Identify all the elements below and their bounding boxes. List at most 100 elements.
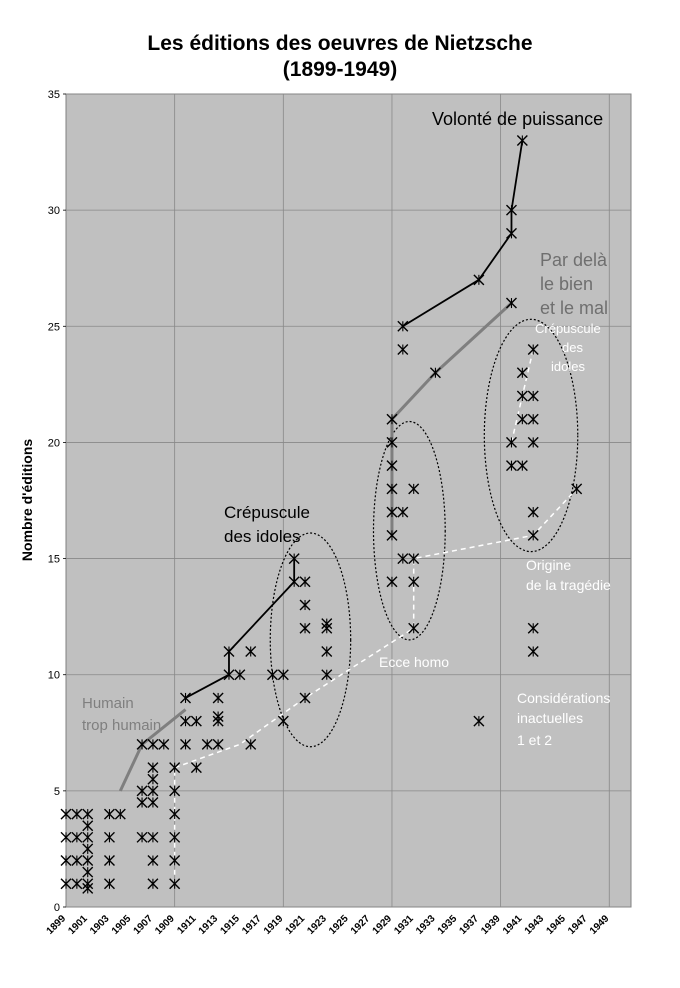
y-tick-label: 0 — [54, 902, 60, 914]
data-point — [169, 785, 181, 797]
data-point — [82, 855, 94, 867]
data-point — [299, 692, 311, 704]
data-point — [516, 134, 528, 146]
data-point — [429, 367, 441, 379]
data-point — [82, 843, 94, 855]
data-point — [82, 866, 94, 878]
label-crep-right-3: idoles — [551, 359, 585, 374]
data-point — [180, 715, 192, 727]
y-tick-label: 35 — [48, 89, 60, 101]
x-tick-label: 1943 — [523, 913, 547, 937]
annotations: Volonté de puissance Par delà le bien et… — [82, 109, 611, 748]
data-point — [169, 878, 181, 890]
data-point — [386, 483, 398, 495]
data-point — [147, 738, 159, 750]
label-crep-right-1: Crépuscule — [535, 321, 601, 336]
data-point — [386, 576, 398, 588]
data-point — [408, 576, 420, 588]
x-tick-label: 1903 — [88, 913, 112, 937]
data-point — [473, 715, 485, 727]
label-humain-1: Humain — [82, 695, 134, 712]
data-point — [212, 715, 224, 727]
data-point — [82, 808, 94, 820]
y-tick-label: 15 — [48, 554, 60, 566]
data-point — [527, 506, 539, 518]
data-point — [180, 692, 192, 704]
data-point — [527, 529, 539, 541]
data-point — [103, 878, 115, 890]
data-point — [147, 855, 159, 867]
plot-area — [65, 93, 632, 908]
data-point — [147, 796, 159, 808]
data-point — [516, 367, 528, 379]
data-point — [397, 506, 409, 518]
data-point — [60, 855, 72, 867]
data-point — [386, 436, 398, 448]
data-point — [190, 762, 202, 774]
data-point — [190, 715, 202, 727]
data-point — [397, 553, 409, 565]
label-crep-left-1: Crépuscule — [224, 503, 310, 522]
x-tick-label: 1937 — [457, 913, 481, 937]
data-point — [234, 669, 246, 681]
y-tick-label: 30 — [48, 205, 60, 217]
label-origine-1: Origine — [526, 557, 571, 573]
data-point — [473, 274, 485, 286]
label-origine-2: de la tragédie — [526, 577, 611, 593]
data-point — [505, 436, 517, 448]
x-tick-label: 1899 — [45, 913, 69, 937]
data-point — [505, 460, 517, 472]
group-ellipse — [372, 420, 446, 641]
data-point — [169, 808, 181, 820]
data-point — [527, 344, 539, 356]
data-point — [277, 715, 289, 727]
x-tick-label: 1925 — [327, 913, 351, 937]
data-point — [516, 413, 528, 425]
data-point — [386, 413, 398, 425]
data-point — [527, 413, 539, 425]
data-point — [386, 529, 398, 541]
data-point — [505, 297, 517, 309]
data-point — [516, 460, 528, 472]
data-point — [201, 738, 213, 750]
data-point — [527, 390, 539, 402]
data-point — [299, 576, 311, 588]
x-tick-label: 1917 — [240, 913, 264, 937]
data-point — [158, 738, 170, 750]
label-pardela-3: et le mal — [540, 298, 608, 318]
x-tick-label: 1901 — [66, 913, 90, 937]
label-crep-right-2: des — [562, 340, 583, 355]
group-ellipses — [269, 318, 579, 748]
x-tick-label: 1913 — [197, 913, 221, 937]
data-point — [571, 483, 583, 495]
label-consid-2: inactuelles — [517, 710, 583, 726]
data-point — [386, 460, 398, 472]
x-tick-label: 1905 — [110, 913, 134, 937]
x-tick-label: 1949 — [588, 913, 612, 937]
data-point — [147, 831, 159, 843]
data-point — [147, 878, 159, 890]
data-point — [288, 576, 300, 588]
data-point — [136, 831, 148, 843]
label-humain-2: trop humain — [82, 717, 161, 734]
y-axis-ticks: 0 5 10 15 20 25 30 35 — [48, 89, 66, 914]
data-point — [114, 808, 126, 820]
data-point — [136, 785, 148, 797]
x-tick-label: 1919 — [262, 913, 286, 937]
series-line — [390, 301, 513, 536]
group-ellipse — [483, 318, 579, 553]
data-point — [321, 622, 333, 634]
data-point — [169, 855, 181, 867]
data-point — [82, 882, 94, 894]
data-point — [147, 762, 159, 774]
data-point — [277, 669, 289, 681]
data-point — [169, 831, 181, 843]
data-point — [71, 831, 83, 843]
data-point — [71, 878, 83, 890]
data-point — [299, 622, 311, 634]
data-point — [180, 738, 192, 750]
data-point — [408, 622, 420, 634]
data-point — [82, 820, 94, 832]
label-pardela-2: le bien — [540, 274, 593, 294]
